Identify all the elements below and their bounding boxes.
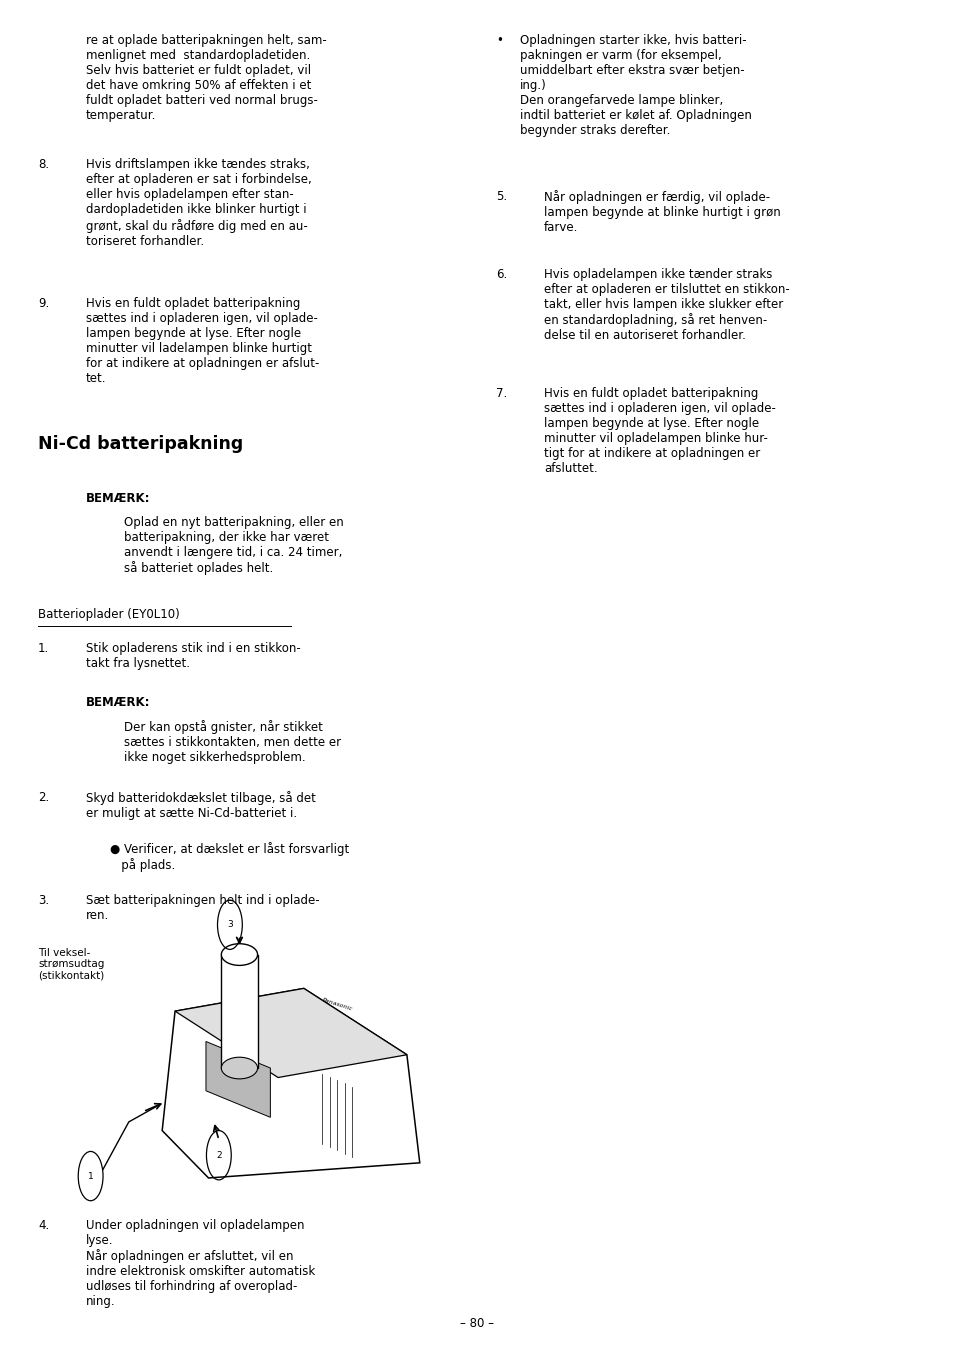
Text: •: • xyxy=(496,34,502,47)
Text: Når opladningen er færdig, vil oplade-
lampen begynde at blinke hurtigt i grøn
f: Når opladningen er færdig, vil oplade- l… xyxy=(543,190,780,233)
Text: 1: 1 xyxy=(88,1171,93,1181)
Text: Til veksel-
strømsudtag
(stikkontakt): Til veksel- strømsudtag (stikkontakt) xyxy=(38,948,105,982)
Text: Oplad en nyt batteripakning, eller en
batteripakning, der ikke har været
anvendt: Oplad en nyt batteripakning, eller en ba… xyxy=(124,516,343,575)
Ellipse shape xyxy=(221,1057,257,1079)
Text: 7.: 7. xyxy=(496,387,507,401)
Text: Batterioplader (EY0L10): Batterioplader (EY0L10) xyxy=(38,608,180,621)
Text: Under opladningen vil opladelampen
lyse.
Når opladningen er afsluttet, vil en
in: Under opladningen vil opladelampen lyse.… xyxy=(86,1219,314,1308)
Text: 2.: 2. xyxy=(38,791,50,804)
Text: Sæt batteripakningen helt ind i oplade-
ren.: Sæt batteripakningen helt ind i oplade- … xyxy=(86,894,319,922)
Polygon shape xyxy=(162,988,419,1178)
Text: 3: 3 xyxy=(227,921,233,929)
Text: ● Verificer, at dækslet er låst forsvarligt
   på plads.: ● Verificer, at dækslet er låst forsvarl… xyxy=(110,842,349,872)
Text: Panasonic: Panasonic xyxy=(321,998,354,1013)
Ellipse shape xyxy=(221,944,257,965)
Text: Stik opladerens stik ind i en stikkon-
takt fra lysnettet.: Stik opladerens stik ind i en stikkon- t… xyxy=(86,642,300,670)
Text: 2: 2 xyxy=(215,1151,221,1160)
Text: Hvis en fuldt opladet batteripakning
sættes ind i opladeren igen, vil oplade-
la: Hvis en fuldt opladet batteripakning sæt… xyxy=(86,297,319,385)
Text: – 80 –: – 80 – xyxy=(459,1316,494,1330)
Text: Opladningen starter ikke, hvis batteri-
pakningen er varm (for eksempel,
umiddel: Opladningen starter ikke, hvis batteri- … xyxy=(519,34,751,137)
Text: 4.: 4. xyxy=(38,1219,50,1232)
Text: 5.: 5. xyxy=(496,190,507,203)
Text: 6.: 6. xyxy=(496,268,507,282)
Text: 9.: 9. xyxy=(38,297,50,310)
Text: Der kan opstå gnister, når stikket
sættes i stikkontakten, men dette er
ikke nog: Der kan opstå gnister, når stikket sætte… xyxy=(124,720,341,764)
Text: 3.: 3. xyxy=(38,894,50,907)
Text: 8.: 8. xyxy=(38,158,50,172)
Text: Ni-Cd batteripakning: Ni-Cd batteripakning xyxy=(38,435,243,452)
Polygon shape xyxy=(221,955,257,1068)
Polygon shape xyxy=(206,1041,270,1117)
Text: BEMÆRK:: BEMÆRK: xyxy=(86,696,151,709)
Text: BEMÆRK:: BEMÆRK: xyxy=(86,492,151,505)
Polygon shape xyxy=(175,988,406,1078)
Text: Hvis opladelampen ikke tænder straks
efter at opladeren er tilsluttet en stikkon: Hvis opladelampen ikke tænder straks eft… xyxy=(543,268,789,343)
Text: Hvis driftslampen ikke tændes straks,
efter at opladeren er sat i forbindelse,
e: Hvis driftslampen ikke tændes straks, ef… xyxy=(86,158,312,248)
Text: Skyd batteridokdækslet tilbage, så det
er muligt at sætte Ni-Cd-batteriet i.: Skyd batteridokdækslet tilbage, så det e… xyxy=(86,791,315,819)
Text: re at oplade batteripakningen helt, sam-
menlignet med  standardopladetiden.
Sel: re at oplade batteripakningen helt, sam-… xyxy=(86,34,326,122)
Text: 1.: 1. xyxy=(38,642,50,655)
Text: Hvis en fuldt opladet batteripakning
sættes ind i opladeren igen, vil oplade-
la: Hvis en fuldt opladet batteripakning sæt… xyxy=(543,387,775,475)
